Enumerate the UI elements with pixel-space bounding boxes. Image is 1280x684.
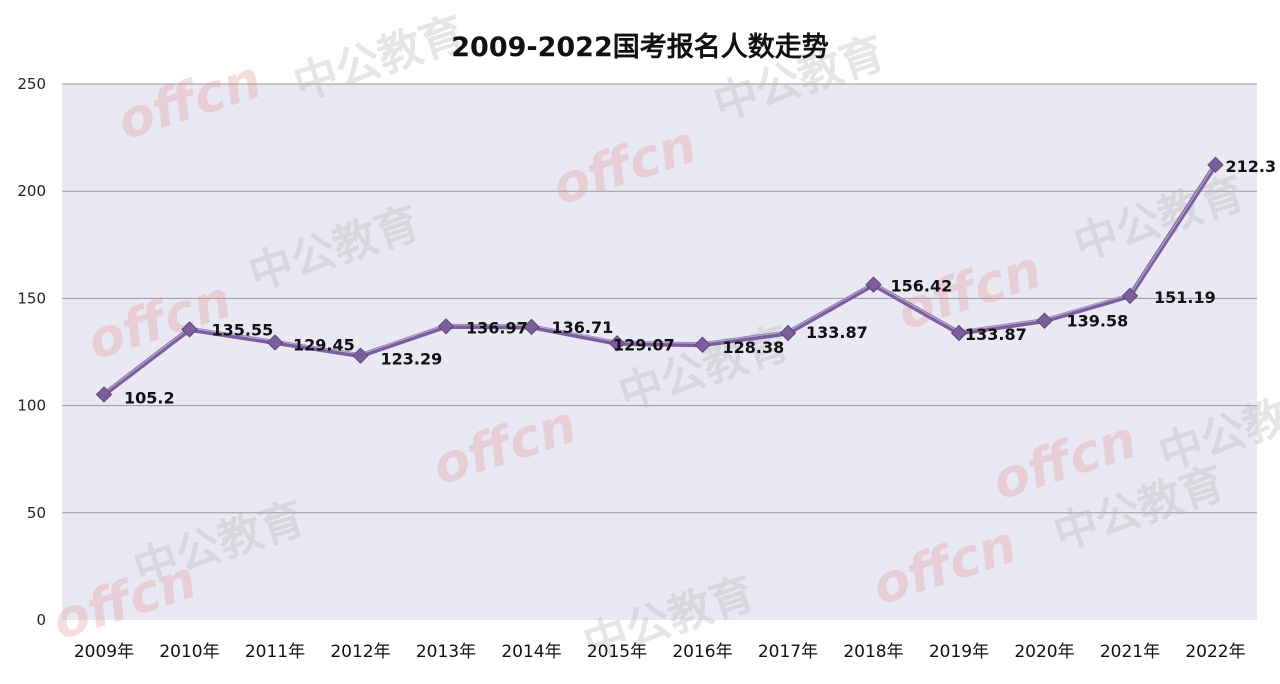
y-tick-label: 250 [17, 75, 46, 93]
x-tick-label: 2013年 [416, 642, 476, 662]
data-point-marker [352, 347, 369, 364]
data-point-marker [1207, 156, 1224, 174]
data-point-marker [1036, 312, 1053, 329]
plot-area [62, 84, 1257, 620]
data-point-marker [779, 324, 797, 342]
x-axis-ticks: 2009年 2010年 2011年 2012年 2013年 2014年 2015年 2016年… [74, 642, 1246, 662]
y-axis-ticks: 0 50 100 150 200 250 [17, 75, 46, 629]
data-point-marker [608, 335, 626, 352]
data-label: 105.2 [124, 388, 175, 407]
y-tick-label: 100 [17, 397, 46, 415]
data-label: 123.29 [381, 350, 443, 369]
data-label: 151.19 [1154, 288, 1216, 307]
x-tick-label: 2020年 [1014, 642, 1074, 662]
data-label: 129.45 [293, 335, 355, 354]
data-point-marker [1121, 287, 1139, 305]
data-label: 136.71 [552, 318, 614, 337]
x-tick-label: 2018年 [843, 642, 903, 662]
y-tick-label: 200 [17, 182, 46, 200]
y-tick-label: 0 [36, 611, 46, 629]
data-point-marker [523, 318, 540, 336]
data-point-marker [865, 276, 882, 293]
x-tick-label: 2016年 [672, 642, 732, 662]
x-tick-label: 2015年 [587, 642, 647, 662]
data-point-marker [181, 321, 198, 338]
data-point-marker [95, 386, 113, 403]
data-label: 156.42 [891, 277, 953, 296]
data-label: 136.97 [466, 318, 528, 337]
x-tick-label: 2022年 [1185, 642, 1245, 662]
data-label: 129.07 [613, 335, 675, 354]
x-tick-label: 2017年 [758, 642, 818, 662]
series-line [101, 162, 1218, 397]
data-labels: 105.2 135.55 129.45 123.29 136.97 136.71129.0… [124, 157, 1276, 408]
data-label: 212.3 [1226, 157, 1277, 176]
series [101, 162, 1218, 397]
data-label: 128.38 [723, 338, 785, 357]
x-tick-label: 2021年 [1100, 642, 1160, 662]
data-point-marker [694, 336, 711, 353]
data-label: 133.87 [965, 325, 1027, 344]
gridlines [62, 83, 1257, 514]
x-tick-label: 2012年 [330, 642, 390, 662]
x-tick-label: 2019年 [929, 642, 989, 662]
x-tick-label: 2011年 [245, 642, 305, 662]
x-tick-label: 2014年 [501, 642, 561, 662]
data-point-marker [437, 318, 455, 335]
data-point-marker [266, 334, 284, 351]
markers [95, 156, 1224, 403]
data-point-marker [950, 324, 968, 342]
x-tick-label: 2009年 [74, 642, 134, 662]
x-tick-label: 2010年 [159, 642, 219, 662]
y-tick-label: 50 [27, 504, 46, 522]
series-line-highlight [103, 163, 1217, 394]
y-tick-label: 150 [17, 289, 46, 307]
chart-title: 2009-2022国考报名人数走势 [451, 31, 829, 63]
data-label: 135.55 [212, 320, 274, 339]
data-label: 139.58 [1067, 312, 1129, 331]
data-label: 133.87 [806, 323, 868, 342]
